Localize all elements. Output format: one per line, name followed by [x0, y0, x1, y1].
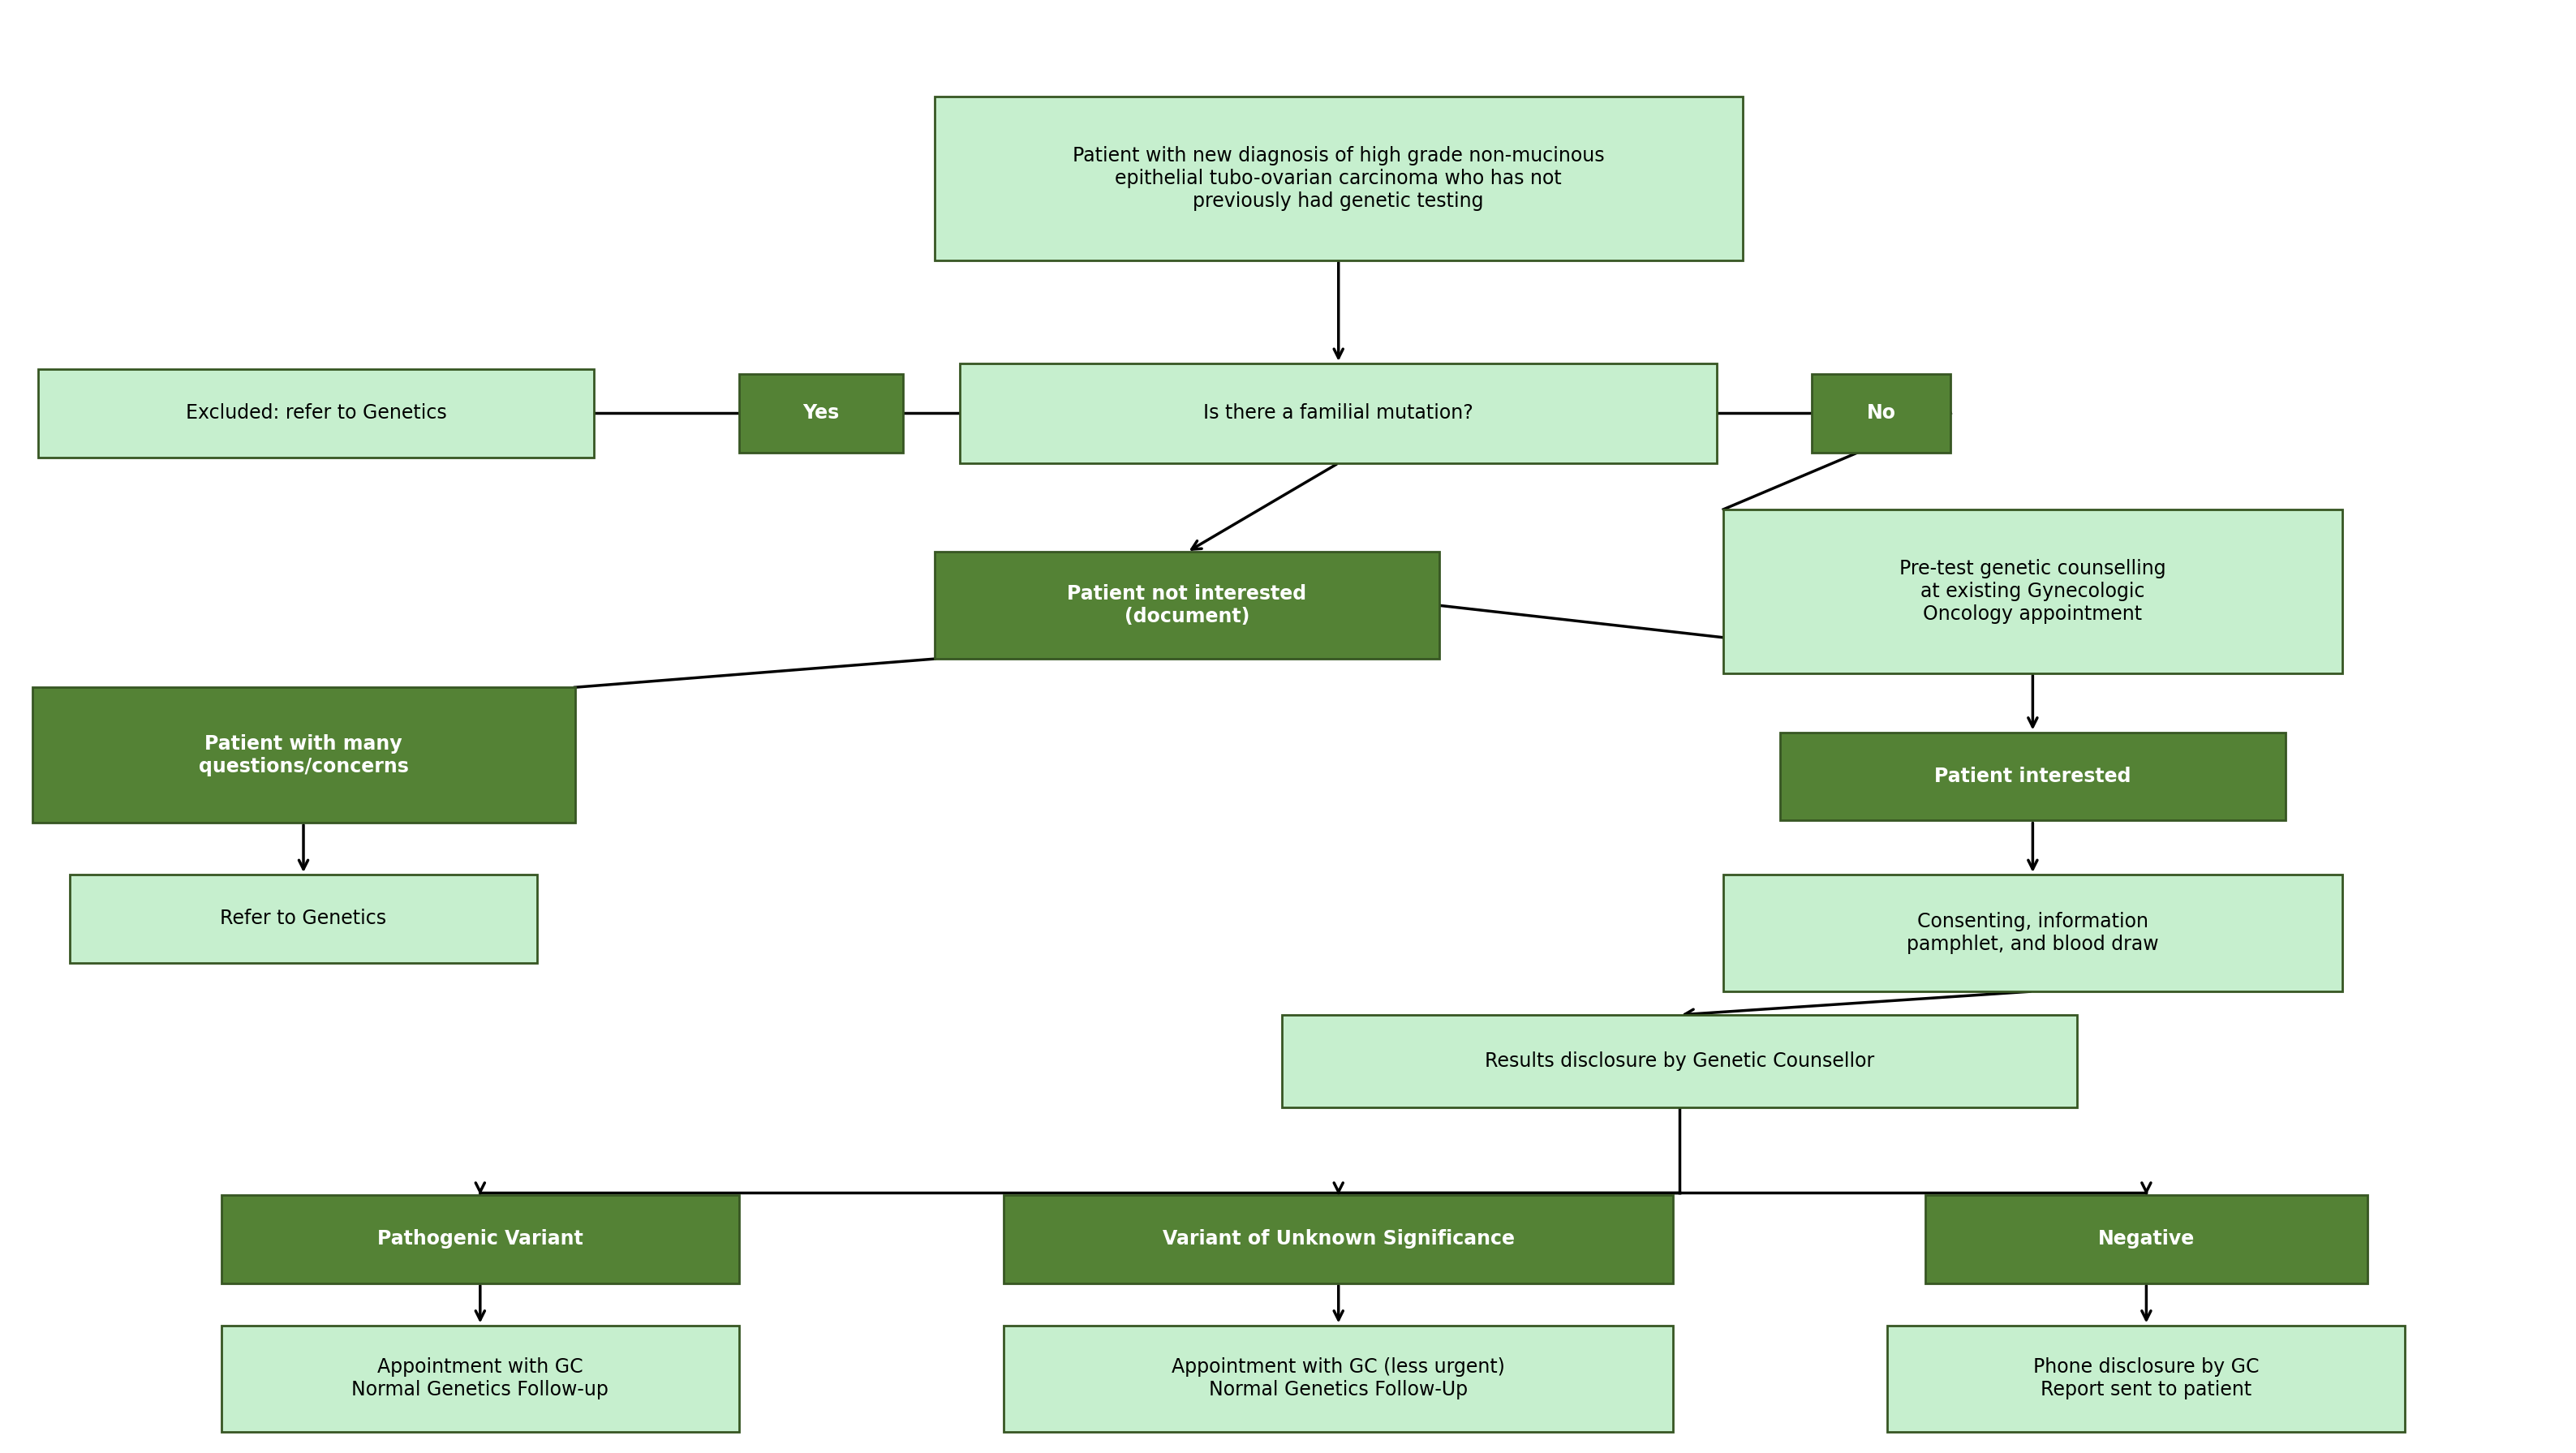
FancyBboxPatch shape: [1723, 510, 2342, 673]
FancyBboxPatch shape: [222, 1194, 739, 1283]
Text: Results disclosure by Genetic Counsellor: Results disclosure by Genetic Counsellor: [1484, 1052, 1875, 1071]
Text: Yes: Yes: [804, 404, 840, 423]
FancyBboxPatch shape: [1888, 1325, 2406, 1433]
Text: Appointment with GC (less urgent)
Normal Genetics Follow-Up: Appointment with GC (less urgent) Normal…: [1172, 1357, 1504, 1399]
Text: Patient interested: Patient interested: [1935, 767, 2130, 786]
FancyBboxPatch shape: [70, 875, 536, 963]
FancyBboxPatch shape: [961, 363, 1718, 464]
FancyBboxPatch shape: [935, 552, 1440, 658]
FancyBboxPatch shape: [39, 369, 592, 458]
Text: Negative: Negative: [2097, 1229, 2195, 1250]
Text: Patient with new diagnosis of high grade non-mucinous
epithelial tubo-ovarian ca: Patient with new diagnosis of high grade…: [1072, 145, 1605, 211]
Text: Patient not interested
(document): Patient not interested (document): [1066, 584, 1306, 626]
FancyBboxPatch shape: [1811, 373, 1950, 452]
Text: Excluded: refer to Genetics: Excluded: refer to Genetics: [185, 404, 446, 423]
Text: Variant of Unknown Significance: Variant of Unknown Significance: [1162, 1229, 1515, 1250]
Text: Phone disclosure by GC
Report sent to patient: Phone disclosure by GC Report sent to pa…: [2032, 1357, 2259, 1399]
FancyBboxPatch shape: [222, 1325, 739, 1433]
FancyBboxPatch shape: [739, 373, 904, 452]
FancyBboxPatch shape: [935, 96, 1741, 260]
FancyBboxPatch shape: [1723, 875, 2342, 991]
Text: Pathogenic Variant: Pathogenic Variant: [376, 1229, 582, 1250]
FancyBboxPatch shape: [31, 687, 574, 822]
Text: Refer to Genetics: Refer to Genetics: [219, 910, 386, 928]
Text: Patient with many
questions/concerns: Patient with many questions/concerns: [198, 734, 410, 776]
FancyBboxPatch shape: [1005, 1325, 1672, 1433]
FancyBboxPatch shape: [1780, 732, 2285, 821]
Text: Consenting, information
pamphlet, and blood draw: Consenting, information pamphlet, and bl…: [1906, 912, 2159, 955]
Text: Is there a familial mutation?: Is there a familial mutation?: [1203, 404, 1473, 423]
FancyBboxPatch shape: [1924, 1194, 2367, 1283]
FancyBboxPatch shape: [1005, 1194, 1672, 1283]
FancyBboxPatch shape: [1283, 1014, 2076, 1107]
Text: Appointment with GC
Normal Genetics Follow-up: Appointment with GC Normal Genetics Foll…: [350, 1357, 608, 1399]
Text: No: No: [1868, 404, 1896, 423]
Text: Pre-test genetic counselling
at existing Gynecologic
Oncology appointment: Pre-test genetic counselling at existing…: [1899, 559, 2166, 623]
